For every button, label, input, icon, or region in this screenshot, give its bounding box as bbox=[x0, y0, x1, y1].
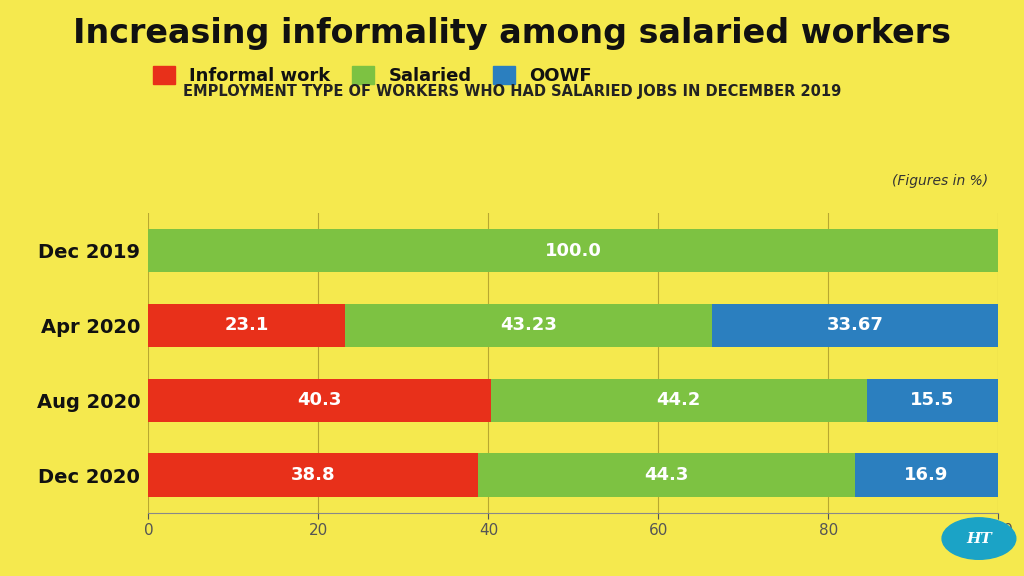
Text: 40.3: 40.3 bbox=[298, 391, 342, 410]
Bar bbox=[148, 304, 345, 347]
Text: 33.67: 33.67 bbox=[826, 316, 884, 335]
Bar bbox=[866, 378, 998, 422]
Text: (Figures in %): (Figures in %) bbox=[892, 174, 988, 188]
Text: 23.1: 23.1 bbox=[224, 316, 269, 335]
Text: 16.9: 16.9 bbox=[904, 466, 949, 484]
Bar bbox=[148, 378, 490, 422]
Bar bbox=[490, 378, 866, 422]
Text: 44.2: 44.2 bbox=[656, 391, 701, 410]
Text: EMPLOYMENT TYPE OF WORKERS WHO HAD SALARIED JOBS IN DECEMBER 2019: EMPLOYMENT TYPE OF WORKERS WHO HAD SALAR… bbox=[183, 84, 841, 98]
Text: HT: HT bbox=[966, 532, 992, 545]
Text: 44.3: 44.3 bbox=[644, 466, 689, 484]
Text: 15.5: 15.5 bbox=[910, 391, 954, 410]
Text: 100.0: 100.0 bbox=[545, 241, 602, 260]
Bar bbox=[345, 304, 713, 347]
Bar bbox=[148, 453, 478, 497]
Bar bbox=[478, 453, 855, 497]
Bar bbox=[713, 304, 998, 347]
Text: 43.23: 43.23 bbox=[500, 316, 557, 335]
Legend: Informal work, Salaried, OOWF: Informal work, Salaried, OOWF bbox=[154, 66, 592, 85]
Bar bbox=[855, 453, 998, 497]
Bar bbox=[148, 229, 998, 272]
Text: Increasing informality among salaried workers: Increasing informality among salaried wo… bbox=[73, 17, 951, 50]
Text: 38.8: 38.8 bbox=[291, 466, 336, 484]
